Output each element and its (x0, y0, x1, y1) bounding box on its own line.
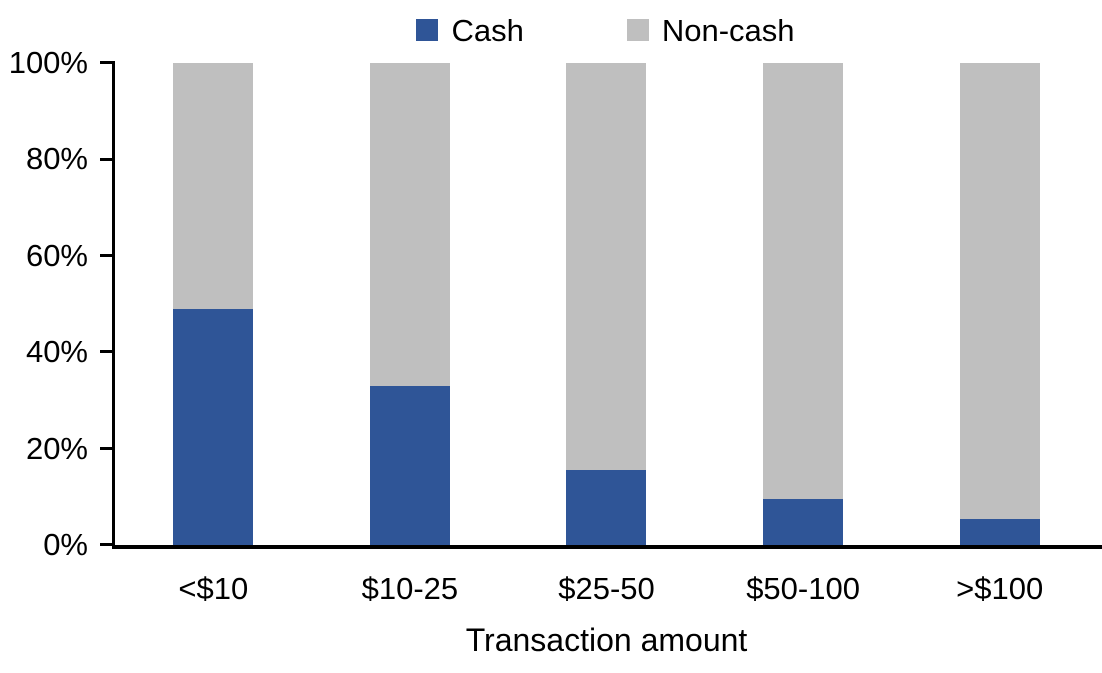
legend-swatch-non-cash-icon (626, 19, 649, 41)
bar-50-100 (763, 63, 844, 545)
y-tick-mark (100, 61, 115, 64)
bar-segment-cash (566, 470, 647, 545)
y-tick-label-80: 80% (25, 141, 88, 176)
bar-slot (312, 63, 509, 545)
bar-slot (901, 63, 1098, 545)
bar-slot (705, 63, 902, 545)
bar-segment-cash (173, 308, 254, 545)
y-tick-label-60: 60% (25, 238, 88, 273)
legend-item-cash: Cash (416, 12, 524, 48)
legend-label-cash: Cash (451, 12, 524, 48)
bar-segment-non-cash (173, 63, 254, 309)
y-tick-mark (100, 254, 115, 257)
bar-segment-non-cash (959, 63, 1040, 519)
bar-over-100 (959, 63, 1040, 545)
plot-area (115, 63, 1098, 545)
x-label-25-50: $25-50 (558, 571, 655, 606)
x-label-under-10: <$10 (178, 571, 249, 606)
bar-segment-non-cash (566, 63, 647, 471)
y-tick-mark (100, 447, 115, 450)
bar-segment-cash (959, 518, 1040, 545)
chart-legend: Cash Non-cash (113, 8, 1098, 52)
y-axis-line (112, 62, 115, 549)
x-label-50-100: $50-100 (746, 571, 860, 606)
bar-segment-cash (369, 385, 450, 545)
y-tick-label-100: 100% (8, 45, 88, 80)
bar-segment-cash (763, 499, 844, 545)
legend-label-non-cash: Non-cash (661, 12, 795, 48)
x-axis-labels: <$10 $10-25 $25-50 $50-100 >$100 (115, 572, 1098, 606)
bar-slot (508, 63, 705, 545)
y-tick-label-20: 20% (25, 431, 88, 466)
x-label-10-25: $10-25 (361, 571, 459, 606)
x-axis-line (112, 545, 1102, 549)
bar-slot (115, 63, 312, 545)
y-tick-mark (100, 350, 115, 353)
y-tick-label-40: 40% (25, 334, 88, 369)
x-axis-title: Transaction amount (465, 622, 748, 658)
legend-swatch-cash-icon (416, 19, 439, 41)
bar-segment-non-cash (763, 63, 844, 500)
legend-item-non-cash: Non-cash (626, 12, 795, 48)
y-tick-mark (100, 543, 115, 546)
bar-segment-non-cash (369, 63, 450, 386)
x-label-over-100: >$100 (956, 571, 1044, 606)
y-tick-label-0: 0% (43, 527, 88, 562)
bar-10-25 (369, 63, 450, 545)
bar-under-10 (173, 63, 254, 545)
y-tick-mark (100, 158, 115, 161)
bar-25-50 (566, 63, 647, 545)
